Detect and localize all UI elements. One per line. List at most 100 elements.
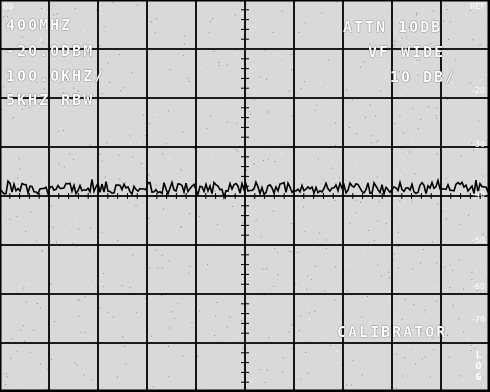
screen-grain — [471, 142, 473, 144]
screen-grain — [415, 12, 417, 14]
screen-grain — [320, 83, 322, 85]
screen-grain — [151, 153, 153, 154]
screen-grain — [155, 113, 157, 115]
screen-grain — [417, 159, 419, 161]
screen-grain — [435, 62, 437, 64]
screen-grain — [101, 250, 103, 251]
screen-grain — [449, 287, 451, 288]
screen-grain — [373, 239, 375, 241]
screen-grain — [176, 170, 178, 172]
screen-grain — [124, 345, 126, 347]
screen-grain — [484, 361, 486, 363]
screen-grain — [447, 99, 449, 101]
screen-grain — [242, 222, 244, 224]
screen-grain — [253, 163, 255, 165]
screen-grain — [479, 279, 481, 280]
screen-grain — [360, 201, 361, 203]
screen-grain — [308, 222, 310, 224]
screen-grain — [16, 239, 18, 241]
screen-grain — [74, 7, 76, 9]
screen-grain — [481, 131, 483, 133]
screen-grain — [408, 27, 410, 28]
screen-grain — [242, 139, 244, 141]
screen-grain — [452, 111, 454, 113]
screen-grain — [314, 265, 316, 267]
screen-grain — [339, 267, 341, 269]
screen-grain — [239, 1, 241, 3]
screen-grain — [326, 86, 328, 88]
screen-grain — [234, 199, 236, 201]
screen-grain — [288, 90, 290, 92]
screen-grain — [129, 228, 131, 230]
screen-grain — [205, 5, 207, 7]
screen-grain — [404, 298, 406, 300]
frequency-span-readout: 100.0KHZ/ — [6, 67, 106, 85]
screen-grain — [168, 346, 169, 347]
screen-grain — [90, 15, 92, 17]
screen-grain — [385, 223, 387, 225]
screen-grain — [206, 128, 208, 130]
screen-grain — [72, 243, 74, 245]
screen-grain — [431, 241, 433, 243]
screen-grain — [54, 360, 56, 362]
screen-grain — [341, 364, 343, 366]
screen-grain — [249, 113, 251, 115]
screen-grain — [452, 269, 454, 271]
screen-grain — [280, 236, 282, 238]
screen-grain — [393, 253, 395, 255]
screen-grain — [412, 107, 414, 109]
screen-grain — [246, 153, 248, 155]
screen-grain — [22, 325, 24, 327]
screen-grain — [184, 35, 186, 37]
screen-grain — [291, 249, 293, 251]
screen-grain — [213, 240, 214, 242]
screen-grain — [459, 271, 461, 272]
screen-grain — [400, 175, 401, 176]
screen-grain — [156, 18, 158, 20]
screen-grain — [328, 59, 330, 61]
screen-grain — [275, 274, 277, 276]
screen-grain — [297, 252, 299, 253]
screen-grain — [135, 312, 137, 314]
screen-grain — [175, 338, 177, 340]
screen-grain — [95, 9, 97, 11]
screen-grain — [41, 8, 43, 9]
screen-grain — [57, 241, 59, 243]
screen-grain — [396, 319, 398, 321]
screen-grain — [43, 22, 45, 24]
screen-grain — [218, 61, 219, 63]
screen-grain — [169, 158, 170, 160]
screen-grain — [394, 123, 396, 124]
screen-grain — [253, 99, 255, 101]
screen-grain — [211, 236, 213, 238]
screen-grain — [199, 310, 201, 312]
screen-grain — [479, 331, 481, 333]
screen-grain — [322, 337, 324, 339]
screen-grain — [245, 3, 247, 5]
screen-grain — [201, 386, 203, 388]
screen-grain — [187, 83, 189, 85]
screen-grain — [349, 222, 351, 224]
screen-grain — [436, 262, 438, 264]
screen-grain — [418, 60, 420, 62]
screen-grain — [392, 259, 394, 261]
graticule-scale-label: -70 — [472, 315, 486, 324]
screen-grain — [486, 75, 488, 76]
screen-grain — [116, 345, 118, 347]
screen-grain — [323, 179, 325, 181]
screen-grain — [132, 156, 134, 158]
screen-grain — [59, 26, 61, 27]
screen-grain — [402, 132, 404, 134]
screen-grain — [374, 115, 376, 117]
screen-grain — [437, 50, 439, 51]
screen-grain — [481, 317, 483, 319]
screen-grain — [202, 35, 204, 37]
screen-grain — [171, 311, 173, 313]
screen-grain — [303, 291, 305, 293]
screen-grain — [142, 31, 144, 33]
screen-grain — [467, 299, 469, 301]
screen-grain — [369, 264, 371, 265]
noise-floor-trace — [0, 177, 490, 201]
screen-grain — [53, 14, 55, 16]
screen-grain — [455, 59, 457, 61]
